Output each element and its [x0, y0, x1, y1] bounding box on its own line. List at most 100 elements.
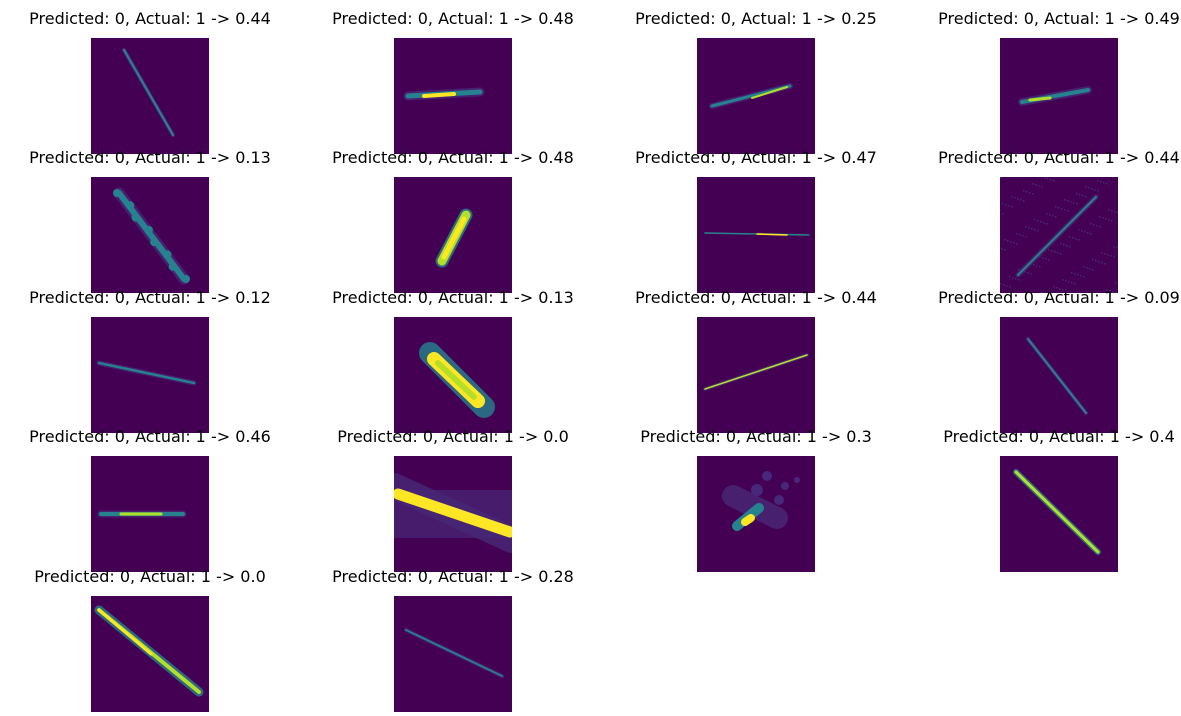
- noise-pixel: [1030, 273, 1032, 275]
- noise-pixel: [1094, 189, 1096, 191]
- streak-image: [1000, 38, 1118, 154]
- noise-pixel: [1064, 199, 1066, 201]
- noise-pixel: [1058, 207, 1060, 209]
- noise-pixel: [1077, 274, 1079, 276]
- panel: Predicted: 0, Actual: 1 -> 0.48: [303, 147, 603, 293]
- noise-pixel: [1018, 269, 1020, 271]
- streak-line: [1014, 470, 1100, 554]
- noise-pixel: [1084, 231, 1086, 233]
- streak-line: [97, 361, 196, 385]
- panel: Predicted: 0, Actual: 1 -> 0.13: [0, 147, 300, 293]
- streak-line: [1028, 96, 1052, 102]
- streak-image: [91, 177, 209, 293]
- noise-pixel: [1012, 277, 1014, 279]
- noise-pixel: [1034, 219, 1036, 221]
- streak-line: [97, 608, 153, 656]
- noise-pixel: [1002, 203, 1004, 205]
- noise-pixel: [1060, 253, 1062, 255]
- noise-pixel: [1000, 177, 1002, 179]
- noise-pixel: [1111, 220, 1113, 222]
- noise-pixel: [1027, 272, 1029, 274]
- panel: Predicted: 0, Actual: 1 -> 0.12: [0, 287, 300, 433]
- noise-pixel: [1061, 208, 1063, 210]
- noise-pixel: [1042, 257, 1044, 259]
- noise-pixel: [1104, 253, 1106, 255]
- noise-pixel: [1006, 285, 1008, 287]
- panel-title: Predicted: 0, Actual: 1 -> 0.48: [332, 148, 574, 167]
- noise-pixel: [1014, 197, 1016, 199]
- streak-image: [1000, 177, 1118, 293]
- noise-pixel: [1064, 209, 1066, 211]
- noise-pixel: [1029, 192, 1031, 194]
- panel: Predicted: 0, Actual: 1 -> 0.47: [606, 147, 906, 293]
- panel-title: Predicted: 0, Actual: 1 -> 0.12: [29, 288, 271, 307]
- panel: Predicted: 0, Actual: 1 -> 0.46: [0, 426, 300, 572]
- noise-pixel: [1071, 272, 1073, 274]
- streak-image: [91, 456, 209, 572]
- panel-title: Predicted: 0, Actual: 1 -> 0.0: [337, 427, 569, 446]
- noise-pixel: [1000, 283, 1002, 285]
- noise-pixel: [1018, 279, 1020, 281]
- noise-pixel: [1107, 254, 1109, 256]
- streak-line: [394, 488, 512, 538]
- noise-pixel: [1106, 289, 1108, 291]
- noise-pixel: [1035, 184, 1037, 186]
- noise-pixel: [1113, 246, 1115, 248]
- noise-pixel: [1046, 223, 1048, 225]
- noise-pixel: [1100, 181, 1102, 183]
- noise-pixel: [1071, 282, 1073, 284]
- panel-title: Predicted: 0, Actual: 1 -> 0.46: [29, 427, 271, 446]
- panel: Predicted: 0, Actual: 1 -> 0.09: [909, 287, 1181, 433]
- noise-pixel: [1066, 245, 1068, 247]
- streak-clump: [126, 201, 135, 210]
- streak-image: [394, 177, 512, 293]
- noise-pixel: [1043, 222, 1045, 224]
- noise-pixel: [1101, 252, 1103, 254]
- noise-pixel: [1041, 186, 1043, 188]
- noise-pixel: [1001, 248, 1003, 250]
- noise-pixel: [1087, 232, 1089, 234]
- panel-title: Predicted: 0, Actual: 1 -> 0.4: [943, 427, 1175, 446]
- noise-pixel: [1099, 216, 1101, 218]
- noise-pixel: [1098, 261, 1100, 263]
- streak-image: [91, 38, 209, 154]
- cloud-blob: [781, 482, 789, 490]
- panel-title: Predicted: 0, Actual: 1 -> 0.3: [640, 427, 872, 446]
- noise-pixel: [1054, 251, 1056, 253]
- noise-pixel: [1004, 239, 1006, 241]
- noise-pixel: [1082, 195, 1084, 197]
- noise-pixel: [1055, 216, 1057, 218]
- noise-pixel: [1088, 187, 1090, 189]
- panel: Predicted: 0, Actual: 1 -> 0.4: [909, 426, 1181, 572]
- noise-pixel: [1037, 230, 1039, 232]
- streak-line: [704, 354, 808, 390]
- noise-pixel: [1025, 226, 1027, 228]
- noise-pixel: [1062, 279, 1064, 281]
- noise-pixel: [1097, 180, 1099, 182]
- noise-pixel: [1028, 227, 1030, 229]
- panel: Predicted: 0, Actual: 1 -> 0.3: [606, 426, 906, 572]
- noise-pixel: [1069, 246, 1071, 248]
- noise-pixel: [1083, 276, 1085, 278]
- noise-pixel: [1002, 213, 1004, 215]
- noise-pixel: [1005, 204, 1007, 206]
- panel: Predicted: 0, Actual: 1 -> 0.13: [303, 287, 603, 433]
- noise-pixel: [1045, 258, 1047, 260]
- noise-pixel: [1076, 193, 1078, 195]
- streak-image: [394, 596, 512, 712]
- noise-pixel: [1085, 186, 1087, 188]
- noise-pixel: [1062, 289, 1064, 291]
- noise-pixel: [1015, 278, 1017, 280]
- noise-pixel: [1091, 188, 1093, 190]
- noise-pixel: [1117, 212, 1118, 214]
- noise-pixel: [1056, 287, 1058, 289]
- panel-title: Predicted: 0, Actual: 1 -> 0.28: [332, 567, 574, 586]
- noise-pixel: [1089, 268, 1091, 270]
- noise-pixel: [1039, 266, 1041, 268]
- noise-pixel: [1079, 194, 1081, 196]
- noise-pixel: [1097, 190, 1099, 192]
- streak-image: [697, 317, 815, 433]
- noise-pixel: [1011, 206, 1013, 208]
- streak-line: [422, 92, 456, 98]
